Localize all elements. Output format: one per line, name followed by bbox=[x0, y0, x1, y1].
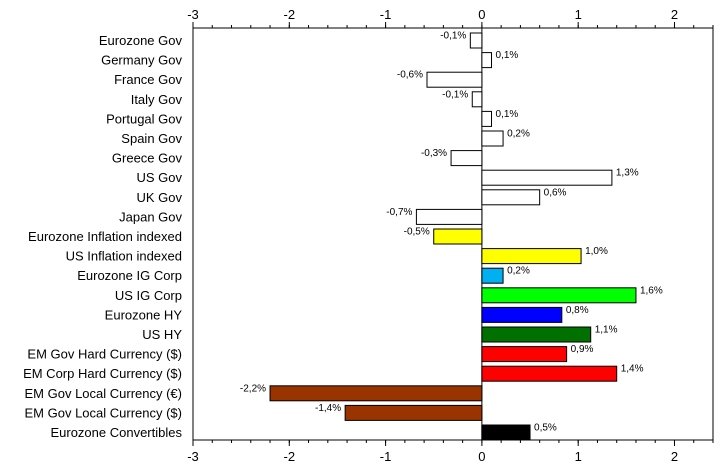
bar bbox=[481, 52, 493, 69]
x-tick-label-bottom: 1 bbox=[575, 449, 582, 464]
category-label: Japan Gov bbox=[119, 209, 182, 224]
bar bbox=[481, 287, 637, 304]
data-label: -0,3% bbox=[421, 148, 447, 159]
category-label: France Gov bbox=[114, 72, 182, 87]
bar bbox=[481, 248, 582, 265]
data-label: 0,8% bbox=[566, 305, 589, 316]
category-label: Eurozone Inflation indexed bbox=[28, 229, 182, 244]
x-tick-label-top: 2 bbox=[671, 7, 678, 22]
x-tick-label-bottom: -1 bbox=[380, 449, 392, 464]
category-label: EM Gov Local Currency ($) bbox=[25, 405, 183, 420]
x-tick-label-top: 0 bbox=[478, 7, 485, 22]
bar bbox=[450, 150, 483, 167]
data-label: 1,6% bbox=[640, 285, 663, 296]
data-label: 1,0% bbox=[585, 246, 608, 257]
category-label: UK Gov bbox=[136, 190, 182, 205]
data-label: 0,1% bbox=[496, 50, 519, 61]
data-label: 1,3% bbox=[616, 168, 639, 179]
bar bbox=[481, 130, 504, 147]
bar bbox=[433, 228, 483, 245]
x-tick-label-bottom: -3 bbox=[187, 449, 199, 464]
bars bbox=[269, 32, 637, 441]
x-tick-label-bottom: 2 bbox=[671, 449, 678, 464]
category-label: Portugal Gov bbox=[106, 111, 182, 126]
bar bbox=[269, 385, 483, 402]
x-tick-label-top: -3 bbox=[187, 7, 199, 22]
bar bbox=[415, 208, 483, 225]
data-label: -1,4% bbox=[315, 403, 341, 414]
data-label: 0,1% bbox=[496, 109, 519, 120]
bar bbox=[481, 326, 592, 343]
data-label: 0,2% bbox=[507, 129, 530, 140]
category-label: Eurozone Convertibles bbox=[50, 425, 182, 440]
category-label: Eurozone HY bbox=[105, 307, 183, 322]
category-label: EM Gov Hard Currency ($) bbox=[27, 347, 182, 362]
x-tick-label-bottom: 0 bbox=[478, 449, 485, 464]
data-label: 0,2% bbox=[507, 266, 530, 277]
category-label: Spain Gov bbox=[121, 131, 182, 146]
data-label: -0,1% bbox=[440, 31, 466, 42]
data-label: 1,1% bbox=[595, 325, 618, 336]
bar bbox=[471, 91, 483, 108]
category-label: Eurozone IG Corp bbox=[77, 268, 182, 283]
data-label: -2,2% bbox=[240, 383, 266, 394]
category-label: Italy Gov bbox=[131, 92, 183, 107]
bar bbox=[481, 365, 618, 382]
bar bbox=[344, 404, 483, 421]
bar bbox=[481, 189, 541, 206]
x-tick-label-top: -2 bbox=[284, 7, 296, 22]
x-tick-label-top: 1 bbox=[575, 7, 582, 22]
data-label: 0,5% bbox=[534, 423, 557, 434]
category-labels: Eurozone Gov Germany Gov France Gov Italy G… bbox=[23, 33, 182, 440]
bar bbox=[481, 306, 563, 323]
bar bbox=[481, 267, 504, 284]
category-label: US HY bbox=[142, 327, 182, 342]
data-labels: -0,1% 0,1% -0,6% -0,1% 0,1% 0,2% -0,3% 1,3% 0,6%… bbox=[240, 31, 663, 434]
category-label: Eurozone Gov bbox=[99, 33, 183, 48]
bar bbox=[481, 169, 613, 186]
x-tick-label-top: -1 bbox=[380, 7, 392, 22]
data-label: 0,9% bbox=[571, 344, 594, 355]
bar bbox=[469, 32, 483, 49]
data-label: -0,5% bbox=[404, 227, 430, 238]
data-label: -0,1% bbox=[442, 89, 468, 100]
bar bbox=[481, 346, 568, 363]
category-label: US IG Corp bbox=[115, 288, 182, 303]
category-label: Greece Gov bbox=[112, 151, 183, 166]
data-label: -0,7% bbox=[386, 207, 412, 218]
data-label: 0,6% bbox=[544, 187, 567, 198]
bar bbox=[481, 424, 531, 441]
category-label: EM Gov Local Currency (€) bbox=[25, 386, 183, 401]
bar bbox=[481, 110, 493, 127]
category-label: US Inflation indexed bbox=[66, 249, 182, 264]
bar bbox=[426, 71, 483, 88]
category-label: Germany Gov bbox=[101, 53, 182, 68]
category-label: EM Corp Hard Currency ($) bbox=[23, 366, 182, 381]
data-label: -0,6% bbox=[397, 70, 423, 81]
x-tick-label-bottom: -2 bbox=[284, 449, 296, 464]
data-label: 1,4% bbox=[621, 364, 644, 375]
category-label: US Gov bbox=[136, 170, 182, 185]
